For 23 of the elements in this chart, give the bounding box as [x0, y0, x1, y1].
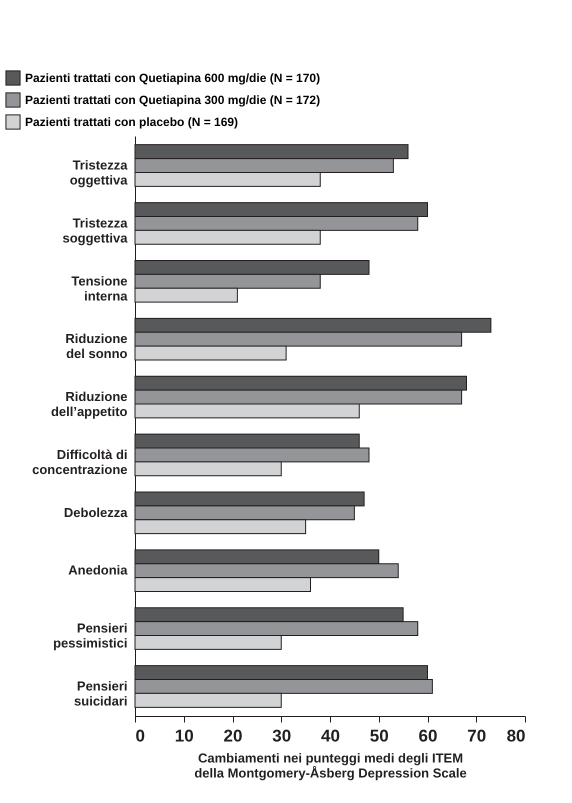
legend-label: Pazienti trattati con Quetiapina 600 mg/die (N = 170): [25, 71, 320, 85]
y-tick-label: Riduzione del sonno: [65, 331, 128, 362]
x-tick-label: 0: [136, 726, 145, 746]
x-tick-label: 30: [272, 726, 292, 746]
y-tick-label: Tristezza oggettiva: [70, 158, 128, 188]
legend-label: Pazienti trattati con Quetiapina 300 mg/die (N = 172): [25, 93, 320, 107]
y-tick-label: Pensieri suicidari: [74, 678, 128, 708]
x-tick-label: 60: [418, 726, 438, 746]
x-tick-label: 50: [370, 726, 389, 746]
x-tick-label: 10: [174, 726, 194, 746]
y-tick-label: Tristezza soggettiva: [62, 215, 128, 246]
x-tick-label: 70: [467, 726, 486, 746]
legend-label: Pazienti trattati con placebo (N = 169): [25, 115, 238, 129]
y-tick-label: Tensione interna: [71, 273, 128, 304]
y-tick-label: Debolezza: [64, 504, 128, 520]
y-tick-label: Riduzione dell’appetito: [50, 389, 128, 420]
x-axis-title: Cambiamenti nei punteggi medi degli ITEM della Montgomery-Åsberg Depression Scale: [194, 750, 467, 780]
y-tick-label: Difficoltà di concentrazione: [32, 446, 128, 477]
x-tick-label: 20: [224, 726, 242, 746]
y-tick-label: Anedonia: [68, 562, 128, 578]
y-tick-label: Pensieri pessimistici: [53, 620, 128, 651]
x-tick-label: 40: [321, 726, 340, 746]
x-tick-label: 80: [506, 726, 526, 746]
